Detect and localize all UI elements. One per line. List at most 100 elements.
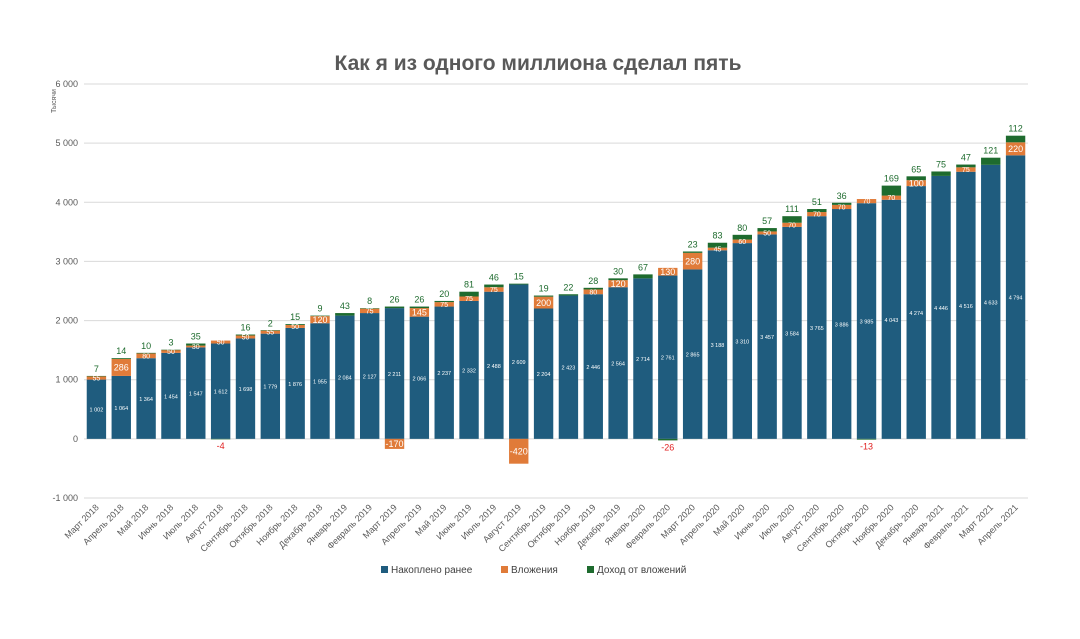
bar-segment bbox=[782, 216, 802, 223]
bar-segment bbox=[161, 352, 181, 439]
bar-segment bbox=[881, 199, 902, 439]
data-label-accumulated: 2 237 bbox=[437, 371, 451, 377]
data-label-income: 47 bbox=[961, 153, 971, 163]
data-label-investment: 70 bbox=[788, 222, 796, 229]
data-label-accumulated: 2 211 bbox=[388, 372, 401, 378]
bar-segment bbox=[509, 284, 529, 439]
bar-segment bbox=[608, 287, 628, 439]
data-label-investment: 75 bbox=[366, 308, 374, 315]
bar-segment bbox=[732, 234, 753, 240]
data-label-accumulated: 1 547 bbox=[189, 392, 203, 398]
bar-segment bbox=[757, 234, 777, 439]
bar-segment bbox=[906, 180, 926, 187]
bar-segment bbox=[285, 324, 305, 325]
bar-segment bbox=[484, 291, 504, 439]
data-label-accumulated: 4 043 bbox=[884, 318, 898, 324]
data-label-income: 30 bbox=[613, 266, 623, 276]
data-label-income-negative: -4 bbox=[217, 441, 225, 451]
data-label-income: 57 bbox=[762, 216, 772, 226]
y-tick-label: 2 000 bbox=[55, 316, 78, 326]
bar-segment bbox=[682, 269, 703, 439]
bar-segment bbox=[186, 343, 206, 346]
data-label-accumulated: 1 454 bbox=[164, 394, 178, 400]
data-label-income: 15 bbox=[514, 272, 524, 282]
bar-segment bbox=[881, 195, 902, 200]
bar-segment bbox=[310, 323, 330, 439]
data-label-investment: 70 bbox=[887, 195, 895, 202]
bar-segment bbox=[608, 278, 628, 281]
data-label-income: 19 bbox=[539, 284, 549, 294]
data-label-investment: 80 bbox=[142, 353, 150, 360]
bar-segment bbox=[235, 335, 256, 339]
data-label-income: 16 bbox=[240, 323, 250, 333]
bar-segment bbox=[384, 306, 405, 309]
legend-layer: Накоплено ранее Вложения Доход от вложений bbox=[381, 565, 686, 576]
data-label-accumulated: 2 332 bbox=[462, 368, 476, 374]
chart-title: Как я из одного миллиона сделал пять bbox=[334, 52, 742, 75]
bar-segment bbox=[235, 338, 256, 439]
data-label-income: 14 bbox=[116, 346, 126, 356]
bar-segment bbox=[409, 308, 430, 317]
bar-segment bbox=[956, 171, 976, 439]
data-label-income: 112 bbox=[1008, 124, 1022, 134]
bar-segment bbox=[658, 438, 678, 441]
bar-segment bbox=[459, 300, 479, 439]
bar-segment bbox=[558, 295, 579, 439]
data-label-accumulated: 1 002 bbox=[90, 408, 104, 414]
data-label-investment: 280 bbox=[685, 256, 700, 266]
bar-segment bbox=[210, 438, 231, 440]
data-label-accumulated: 1 364 bbox=[139, 397, 153, 403]
data-label-income: 23 bbox=[688, 239, 698, 249]
data-label-income: 3 bbox=[168, 338, 173, 348]
bar-segment bbox=[434, 302, 454, 307]
legend-swatch bbox=[381, 566, 388, 573]
data-label-accumulated: 3 188 bbox=[711, 343, 725, 349]
data-label-accumulated: 2 204 bbox=[537, 372, 551, 378]
bar-layer bbox=[86, 135, 1026, 464]
bar-segment bbox=[856, 438, 877, 440]
data-label-investment: 70 bbox=[838, 204, 846, 211]
legend-label: Вложения bbox=[511, 565, 558, 576]
data-label-income: 75 bbox=[936, 159, 946, 169]
bar-segment bbox=[931, 171, 951, 176]
legend-swatch bbox=[501, 566, 508, 573]
bar-segment bbox=[111, 359, 131, 376]
bar-segment bbox=[310, 316, 330, 324]
data-label-accumulated: 3 310 bbox=[735, 339, 749, 345]
bar-segment bbox=[161, 349, 181, 351]
bar-segment bbox=[335, 315, 355, 439]
data-label-investment: 286 bbox=[114, 363, 129, 373]
bar-segment bbox=[484, 284, 504, 288]
data-label-investment: 75 bbox=[490, 287, 498, 294]
bar-segment bbox=[956, 164, 976, 168]
bar-segment bbox=[906, 176, 926, 181]
data-label-accumulated: 2 127 bbox=[363, 374, 377, 380]
bar-segment bbox=[707, 250, 728, 439]
bar-segment bbox=[285, 327, 305, 439]
bar-segment bbox=[359, 308, 380, 314]
bar-segment bbox=[210, 343, 231, 439]
bar-segment bbox=[136, 353, 156, 359]
data-label-income: 80 bbox=[737, 223, 747, 233]
data-label-accumulated: 2 609 bbox=[512, 360, 526, 366]
data-label-accumulated: 2 066 bbox=[412, 376, 426, 382]
bar-segment bbox=[732, 243, 753, 439]
data-label-investment: 60 bbox=[738, 239, 746, 246]
data-label-accumulated: 2 423 bbox=[562, 366, 576, 372]
data-label-accumulated: 4 446 bbox=[934, 306, 948, 312]
bar-segment bbox=[732, 239, 753, 244]
legend-swatch bbox=[587, 566, 594, 573]
bar-segment bbox=[807, 209, 827, 213]
chart-frame: Как я из одного миллиона сделал пять 1 0… bbox=[6, 6, 1070, 588]
bar-segment bbox=[757, 231, 777, 235]
bar-segment bbox=[136, 358, 156, 439]
data-label-income: 8 bbox=[367, 296, 372, 306]
data-label-income: 43 bbox=[340, 301, 350, 311]
data-label-accumulated: 4 633 bbox=[984, 300, 998, 306]
y-tick-label: 3 000 bbox=[55, 256, 78, 266]
bar-segment bbox=[111, 375, 131, 439]
data-label-investment: 50 bbox=[242, 334, 250, 341]
bar-segment bbox=[831, 209, 852, 439]
bar-segment bbox=[210, 340, 231, 344]
